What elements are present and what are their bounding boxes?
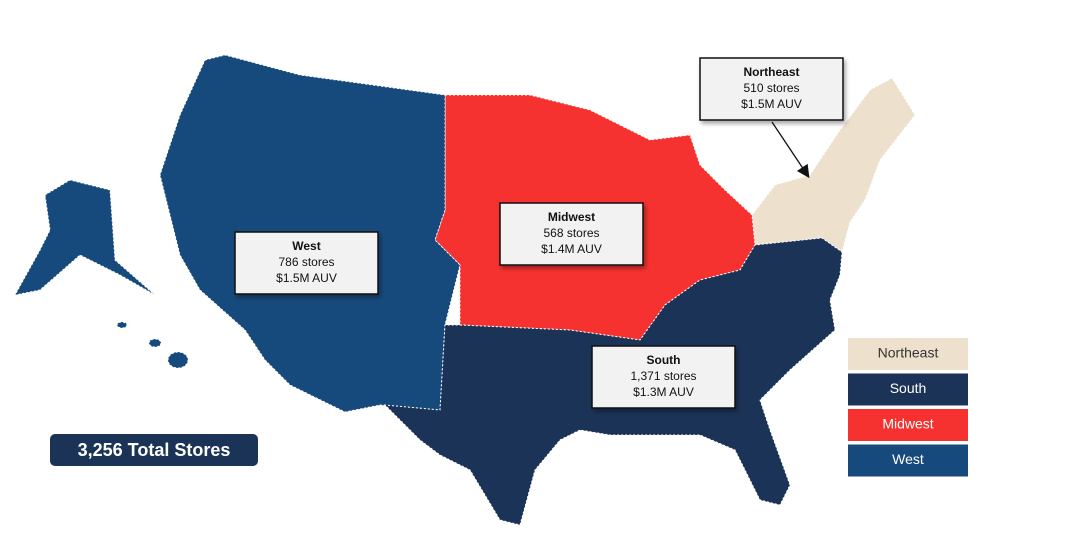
callout-title: South [647,353,681,367]
callout-stores: 510 stores [743,81,799,95]
callout-auv: $1.3M AUV [633,385,694,399]
callout-title: Midwest [548,210,595,224]
hawaii [148,338,162,348]
legend-swatch [848,373,968,406]
legend-swatch [848,409,968,441]
northeast-region [751,77,916,253]
callout-arrow [771,121,810,179]
legend-label: West [892,451,924,467]
callout-box [499,202,644,266]
callout-auv: $1.5M AUV [741,97,802,111]
legend-swatch [848,338,968,370]
callout-title: West [292,239,320,253]
callout: West 786 stores $1.5M AUV [234,231,379,295]
callout-box [699,57,844,121]
alaska [14,179,156,296]
total-badge [50,434,258,466]
legend: Northeast South Midwest West [848,338,968,477]
callout-stores: 786 stores [278,255,334,269]
callout-box [234,231,379,295]
callout-title: Northeast [743,65,799,79]
total-label: 3,256 Total Stores [78,440,231,460]
legend-label: South [890,380,927,396]
hawaii [116,321,128,329]
callout-stores: 1,371 stores [630,369,696,383]
legend-label: Northeast [878,345,939,361]
callout: Northeast 510 stores $1.5M AUV [699,57,844,121]
callouts: Northeast 510 stores $1.5M AUV Midwest 568 s… [234,57,844,409]
callout-stores: 568 stores [543,226,599,240]
legend-swatch [848,444,968,477]
hawaii [167,351,189,369]
map [14,54,916,526]
callout-auv: $1.5M AUV [276,271,337,285]
callout: South 1,371 stores $1.3M AUV [591,345,736,409]
callout: Midwest 568 stores $1.4M AUV [499,202,644,266]
callout-box [591,345,736,409]
callout-auv: $1.4M AUV [541,242,602,256]
legend-label: Midwest [882,416,933,432]
